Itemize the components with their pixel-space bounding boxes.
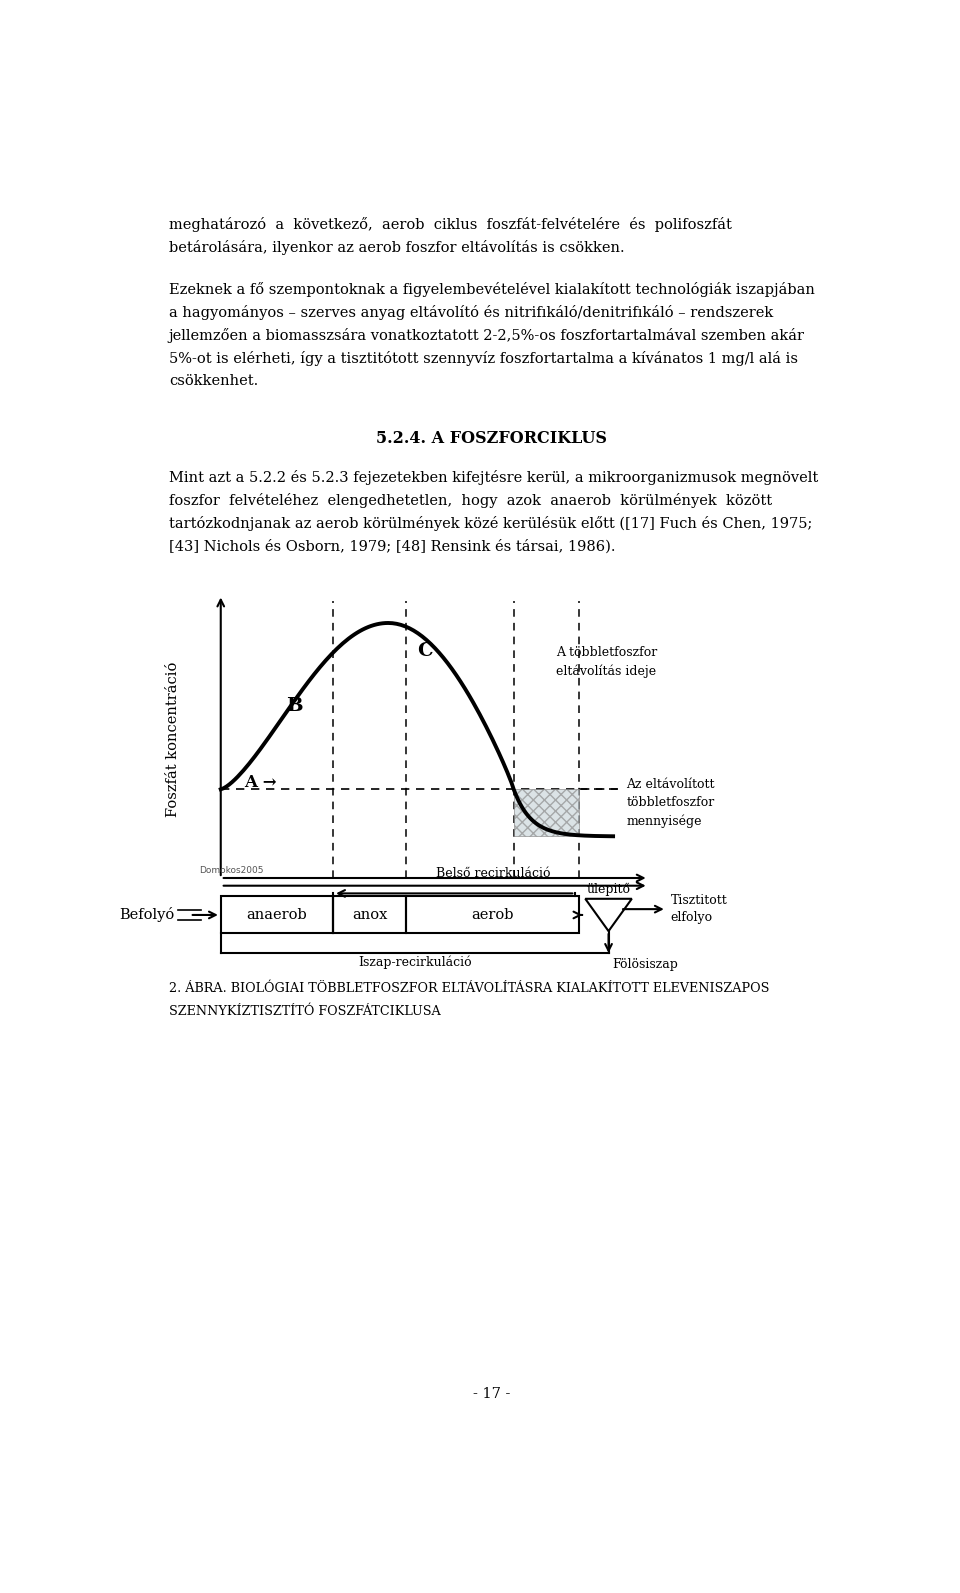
Text: Domokos2005: Domokos2005 xyxy=(199,867,264,875)
Text: C: C xyxy=(417,642,433,660)
Text: anox: anox xyxy=(352,908,388,922)
Text: 5.2.4. A FOSZFORCIKLUS: 5.2.4. A FOSZFORCIKLUS xyxy=(376,430,608,448)
Text: Fölösiszap: Fölösiszap xyxy=(612,957,679,972)
Text: SZENNYKÍZTISZTÍTÓ FOSZFÁTCIKLUSA: SZENNYKÍZTISZTÍTÓ FOSZFÁTCIKLUSA xyxy=(169,1005,441,1018)
Text: A többletfoszfor
eltávolítás ideje: A többletfoszfor eltávolítás ideje xyxy=(556,645,657,677)
Text: anaerob: anaerob xyxy=(247,908,307,922)
Text: Mint azt a 5.2.2 és 5.2.3 fejezetekben kifejtésre kerül, a mikroorganizmusok meg: Mint azt a 5.2.2 és 5.2.3 fejezetekben k… xyxy=(169,470,818,484)
Text: Foszfát koncentráció: Foszfát koncentráció xyxy=(166,661,180,817)
Text: foszfor  felvételéhez  elengedhetetlen,  hogy  azok  anaerob  körülmények  közöt: foszfor felvételéhez elengedhetetlen, ho… xyxy=(169,492,772,508)
Bar xyxy=(333,897,406,933)
Bar xyxy=(221,897,333,933)
Text: aerob: aerob xyxy=(471,908,514,922)
Bar xyxy=(514,789,579,836)
Text: - 17 -: - 17 - xyxy=(473,1388,511,1400)
Text: csökkenhet.: csökkenhet. xyxy=(169,374,258,389)
Text: B: B xyxy=(286,698,302,715)
Bar xyxy=(406,897,579,933)
Text: meghatározó  a  következő,  aerob  ciklus  foszfát-felvételére  és  polifoszfát: meghatározó a következő, aerob ciklus fo… xyxy=(169,217,732,231)
Text: ülepitő: ülepitő xyxy=(587,884,631,897)
Text: 2. ÁBRA. BIOLÓGIAI TÖBBLETFOSZFOR ELTÁVOLÍTÁSRA KIALAKÍTOTT ELEVENISZAPOS: 2. ÁBRA. BIOLÓGIAI TÖBBLETFOSZFOR ELTÁVO… xyxy=(169,981,769,996)
Text: [43] Nichols és Osborn, 1979; [48] Rensink és társai, 1986).: [43] Nichols és Osborn, 1979; [48] Rensi… xyxy=(169,538,615,553)
Text: tartózkodnjanak az aerob körülmények közé kerülésük előtt ([17] Fuch és Chen, 19: tartózkodnjanak az aerob körülmények köz… xyxy=(169,516,812,530)
Text: Iszap-recirkuláció: Iszap-recirkuláció xyxy=(358,954,471,969)
Text: Befolyó: Befolyó xyxy=(119,908,175,922)
Text: A →: A → xyxy=(244,774,276,790)
Text: Az eltávolított
többletfoszfor
mennyisége: Az eltávolított többletfoszfor mennyiség… xyxy=(626,779,714,828)
Text: Ezeknek a fő szempontoknak a figyelembevételével kialakított technológiák iszapj: Ezeknek a fő szempontoknak a figyelembev… xyxy=(169,282,815,296)
Text: a hagyományos – szerves anyag eltávolító és nitrifıkáló/denitrifıkáló – rendszer: a hagyományos – szerves anyag eltávolító… xyxy=(169,306,773,320)
Text: 5%-ot is elérheti, így a tisztitótott szennyvíz foszfortartalma a kívánatos 1 mg: 5%-ot is elérheti, így a tisztitótott sz… xyxy=(169,352,798,366)
Text: betárolására, ilyenkor az aerob foszfor eltávolítás is csökken.: betárolására, ilyenkor az aerob foszfor … xyxy=(169,239,624,255)
Text: jellemzően a biomasszsára vonatkoztatott 2-2,5%-os foszfortartalmával szemben ak: jellemzően a biomasszsára vonatkoztatott… xyxy=(169,328,804,342)
Text: Tisztitott
elfolyo: Tisztitott elfolyo xyxy=(670,894,728,924)
Text: Belső recirkuláció: Belső recirkuláció xyxy=(436,867,550,879)
